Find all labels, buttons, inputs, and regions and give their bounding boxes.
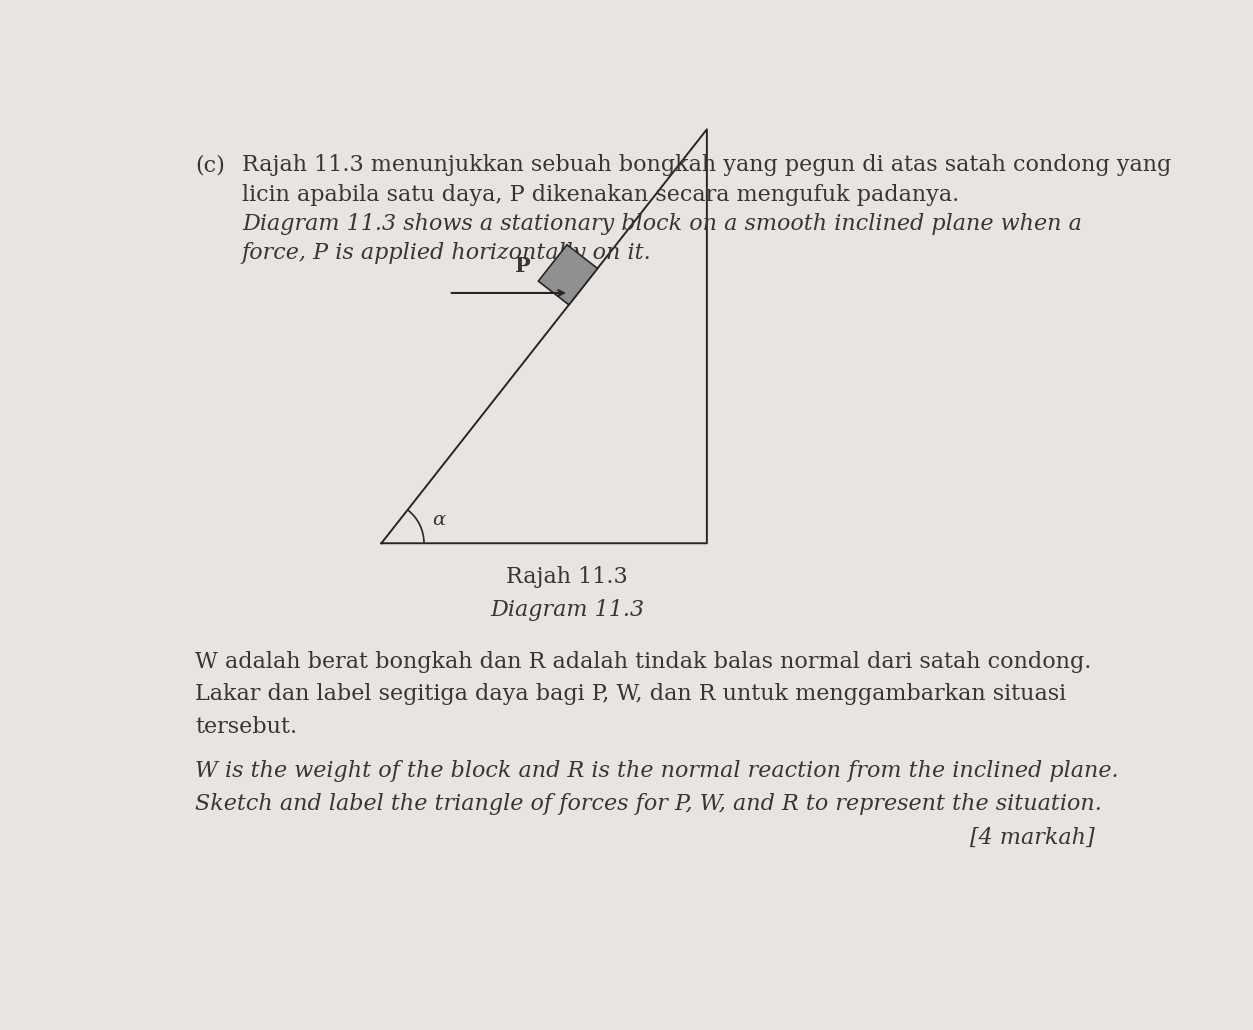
Text: W is the weight of the block and R is the normal reaction from the inclined plan: W is the weight of the block and R is th… xyxy=(195,760,1119,783)
Text: Lakar dan label segitiga daya bagi P, W, dan R untuk menggambarkan situasi: Lakar dan label segitiga daya bagi P, W,… xyxy=(195,683,1066,706)
Polygon shape xyxy=(539,245,598,305)
Text: Diagram 11.3 shows a stationary block on a smooth inclined plane when a: Diagram 11.3 shows a stationary block on… xyxy=(242,213,1081,235)
Text: (c): (c) xyxy=(195,154,226,176)
Text: [4 markah]: [4 markah] xyxy=(970,827,1094,849)
Text: Sketch and label the triangle of forces for P, W, and R to represent the situati: Sketch and label the triangle of forces … xyxy=(195,793,1103,815)
Text: Diagram 11.3: Diagram 11.3 xyxy=(490,598,644,621)
Text: licin apabila satu daya, P dikenakan secara mengufuk padanya.: licin apabila satu daya, P dikenakan sec… xyxy=(242,183,959,206)
Text: α: α xyxy=(432,511,445,529)
Text: P: P xyxy=(515,256,530,276)
Text: W adalah berat bongkah dan R adalah tindak balas normal dari satah condong.: W adalah berat bongkah dan R adalah tind… xyxy=(195,651,1091,673)
Text: Rajah 11.3 menunjukkan sebuah bongkah yang pegun di atas satah condong yang: Rajah 11.3 menunjukkan sebuah bongkah ya… xyxy=(242,154,1172,176)
Text: force, P is applied horizontally on it.: force, P is applied horizontally on it. xyxy=(242,242,652,264)
Text: tersebut.: tersebut. xyxy=(195,716,297,737)
Text: Rajah 11.3: Rajah 11.3 xyxy=(506,566,628,588)
